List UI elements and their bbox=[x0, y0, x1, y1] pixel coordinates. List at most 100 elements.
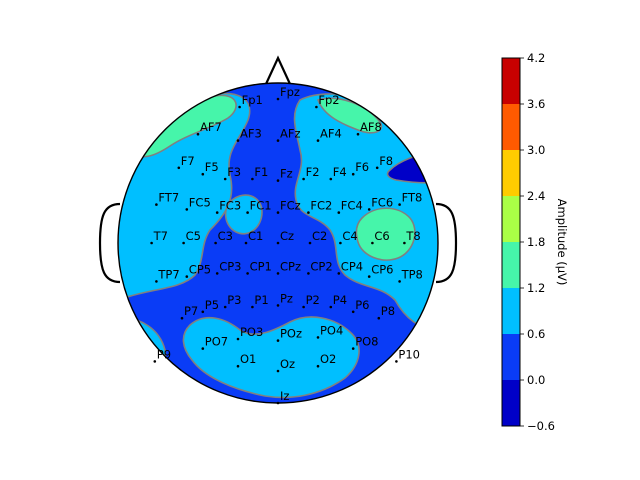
electrode-label-c4: C4 bbox=[342, 229, 357, 243]
electrode-label-f8: F8 bbox=[379, 154, 393, 168]
electrode-marker-af7 bbox=[196, 132, 200, 136]
electrode-label-af3: AF3 bbox=[240, 127, 262, 141]
electrode-marker-f2 bbox=[302, 177, 305, 181]
electrode-marker-fz bbox=[276, 179, 280, 182]
electrode-label-fc2: FC2 bbox=[310, 199, 332, 213]
electrode-label-tp7: TP7 bbox=[157, 267, 179, 281]
electrode-marker-f1 bbox=[251, 177, 254, 181]
electrode-label-f4: F4 bbox=[333, 165, 347, 179]
electrode-marker-tp7 bbox=[155, 280, 158, 283]
electrode-label-p8: P8 bbox=[381, 304, 395, 318]
electrode-label-t8: T8 bbox=[405, 229, 420, 243]
electrode-label-po7: PO7 bbox=[205, 335, 228, 349]
electrode-label-c5: C5 bbox=[186, 229, 201, 243]
electrode-label-cpz: CPz bbox=[280, 259, 301, 273]
electrode-label-f1: F1 bbox=[254, 165, 268, 179]
colorbar-tick-label: 4.2 bbox=[527, 51, 545, 65]
electrode-marker-cpz bbox=[276, 272, 280, 275]
colorbar-tick-label: 3.6 bbox=[527, 97, 545, 111]
electrode-label-ft8: FT8 bbox=[402, 191, 423, 205]
electrode-marker-fcz bbox=[276, 211, 280, 214]
electrode-marker-p6 bbox=[351, 310, 355, 314]
electrode-marker-fpz bbox=[276, 97, 280, 101]
region-right-central-peak bbox=[355, 207, 416, 261]
colorbar-band bbox=[502, 242, 520, 288]
electrode-marker-cp1 bbox=[246, 272, 249, 275]
electrode-label-cp2: CP2 bbox=[310, 259, 332, 273]
electrode-marker-o2 bbox=[316, 364, 320, 368]
colorbar-band bbox=[502, 288, 520, 334]
electrode-label-c3: C3 bbox=[218, 229, 233, 243]
region-central-left bbox=[224, 194, 263, 235]
electrode-label-poz: POz bbox=[280, 327, 302, 341]
electrode-label-p7: P7 bbox=[184, 304, 198, 318]
electrode-label-f5: F5 bbox=[205, 160, 219, 174]
electrode-label-fcz: FCz bbox=[280, 199, 301, 213]
colorbar-band bbox=[502, 334, 520, 380]
electrode-layer: Fp1 Fpz Fp2 AF7 AF3 AFz AF4 AF8 F7 F5 F3 F1 Fz F2 F4 F6… bbox=[150, 85, 423, 405]
electrode-marker-ft7 bbox=[155, 203, 158, 206]
electrode-label-fp2: Fp2 bbox=[318, 93, 339, 107]
electrode-marker-af3 bbox=[236, 139, 240, 142]
electrode-marker-po7 bbox=[201, 347, 205, 350]
electrode-label-c2: C2 bbox=[312, 229, 327, 243]
electrode-marker-fc1 bbox=[246, 211, 249, 214]
electrode-label-f7: F7 bbox=[181, 154, 195, 168]
left-ear bbox=[98, 202, 121, 284]
electrode-label-oz: Oz bbox=[280, 357, 295, 371]
colorbar-band bbox=[502, 380, 520, 426]
electrode-label-cp3: CP3 bbox=[219, 259, 241, 273]
electrode-marker-poz bbox=[276, 339, 280, 342]
electrode-marker-p10 bbox=[395, 360, 398, 363]
electrode-marker-fp2 bbox=[315, 105, 318, 109]
electrode-label-p10: P10 bbox=[398, 347, 420, 361]
electrode-label-cp6: CP6 bbox=[371, 263, 393, 277]
electrode-marker-p9 bbox=[153, 360, 157, 363]
electrode-label-p6: P6 bbox=[355, 298, 369, 312]
colorbar-tick-label: 2.4 bbox=[527, 189, 545, 203]
electrode-marker-fc2 bbox=[307, 211, 310, 214]
electrode-marker-af4 bbox=[316, 139, 320, 142]
electrode-label-p9: P9 bbox=[157, 347, 171, 361]
electrode-label-f2: F2 bbox=[306, 165, 320, 179]
electrode-label-fpz: Fpz bbox=[280, 85, 300, 99]
electrode-label-c6: C6 bbox=[374, 229, 389, 243]
colorbar-tick-label: 0.0 bbox=[527, 373, 545, 387]
electrode-marker-f5 bbox=[201, 172, 205, 176]
colorbar-tick-label: 1.8 bbox=[527, 235, 545, 249]
electrode-label-cp1: CP1 bbox=[250, 259, 272, 273]
electrode-marker-fc4 bbox=[337, 211, 341, 214]
electrode-label-o2: O2 bbox=[320, 352, 336, 366]
colorbar-tick-label: 0.6 bbox=[527, 327, 545, 341]
colorbar-label: Amplitude (μV) bbox=[555, 199, 569, 286]
colorbar-band bbox=[502, 58, 520, 104]
electrode-label-p4: P4 bbox=[333, 293, 347, 307]
electrode-marker-tp8 bbox=[398, 280, 401, 283]
electrode-marker-c5 bbox=[182, 241, 185, 245]
electrode-label-fp1: Fp1 bbox=[242, 93, 263, 107]
electrode-label-p3: P3 bbox=[227, 293, 241, 307]
electrode-marker-cp2 bbox=[307, 272, 310, 275]
electrode-label-af4: AF4 bbox=[320, 127, 342, 141]
electrode-marker-p1 bbox=[251, 305, 254, 309]
electrode-label-af7: AF7 bbox=[200, 120, 222, 134]
electrode-label-fz: Fz bbox=[280, 167, 293, 181]
electrode-label-po3: PO3 bbox=[240, 325, 263, 339]
electrode-marker-po8 bbox=[351, 347, 355, 350]
electrode-label-ft7: FT7 bbox=[158, 191, 179, 205]
electrode-marker-p5 bbox=[201, 310, 205, 314]
electrode-marker-p2 bbox=[302, 305, 305, 309]
electrode-marker-f7 bbox=[177, 166, 181, 170]
electrode-marker-po3 bbox=[236, 337, 240, 341]
electrode-marker-t8 bbox=[403, 241, 406, 245]
electrode-label-fc1: FC1 bbox=[250, 199, 272, 213]
region-posterior bbox=[182, 316, 360, 399]
colorbar-band bbox=[502, 196, 520, 242]
region-right-frontal-peak bbox=[316, 97, 383, 134]
electrode-label-po4: PO4 bbox=[320, 323, 343, 337]
electrode-marker-afz bbox=[276, 139, 280, 142]
electrode-marker-af8 bbox=[356, 132, 360, 136]
electrode-label-cp5: CP5 bbox=[189, 263, 211, 277]
electrode-label-po8: PO8 bbox=[355, 335, 378, 349]
electrode-marker-p3 bbox=[223, 305, 227, 309]
